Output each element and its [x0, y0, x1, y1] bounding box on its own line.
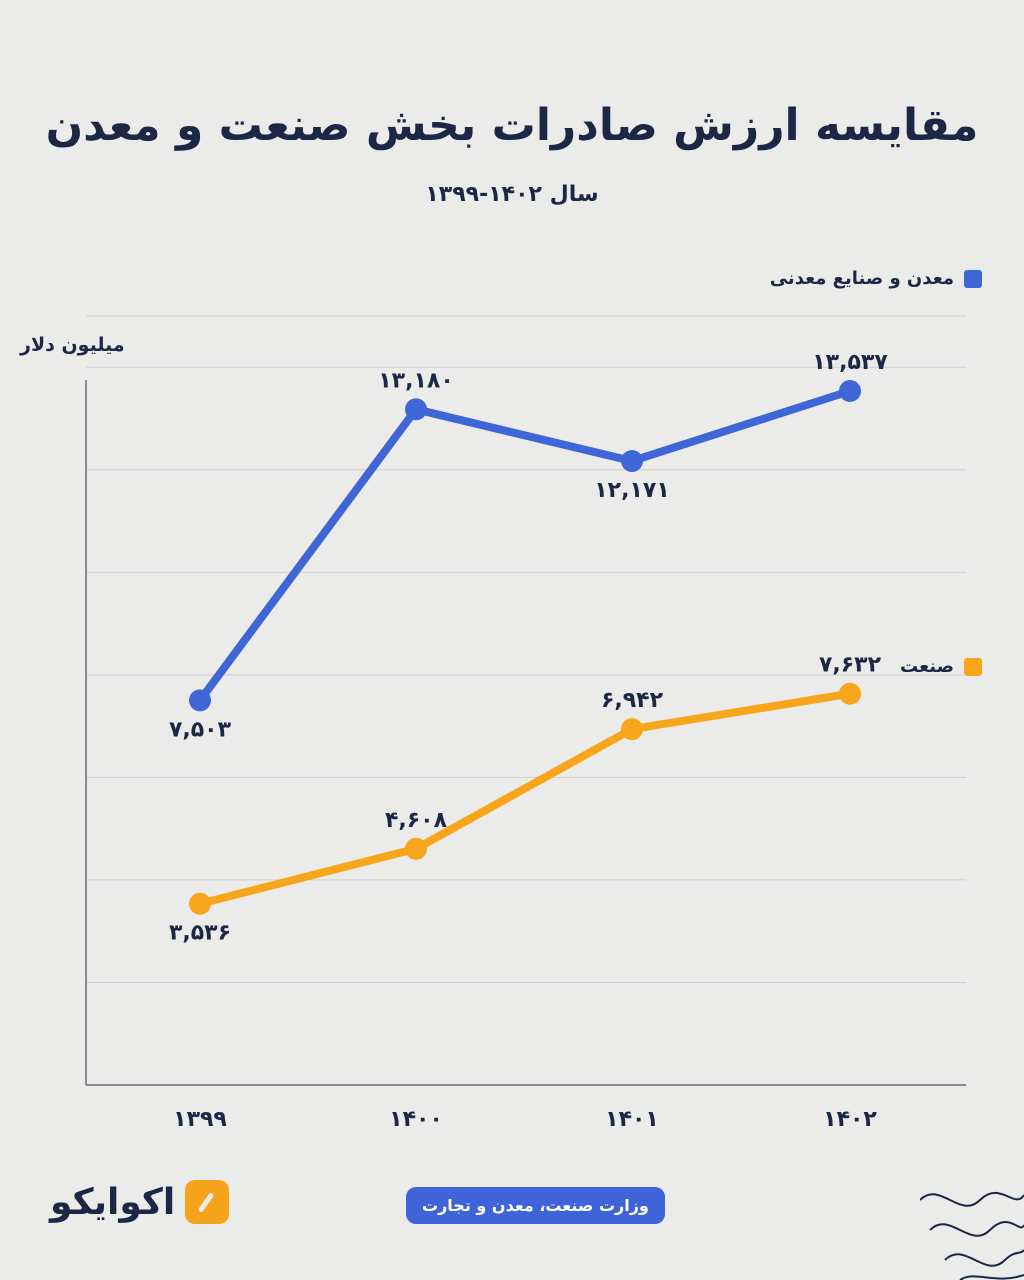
chart-subtitle: سال ۱۴۰۲-۱۳۹۹ [425, 182, 599, 207]
data-point [189, 689, 211, 712]
brand-logo: اکوایکو [50, 1180, 230, 1224]
legend-item-mining: معدن و صنایع معدنی [770, 268, 982, 289]
x-tick-label: ۱۴۰۰ [389, 1107, 443, 1132]
data-point [839, 380, 861, 403]
data-point [839, 682, 861, 705]
data-label: ۷,۶۳۲ [819, 653, 882, 678]
data-label: ۳,۵۳۶ [169, 921, 231, 946]
y-axis-label: میلیون دلار [20, 334, 125, 356]
chart-title: مقایسه ارزش صادرات بخش صنعت و معدن [45, 100, 979, 151]
data-point [405, 398, 427, 421]
x-tick-label: ۱۴۰۱ [605, 1107, 659, 1132]
data-label: ۷,۵۰۳ [169, 717, 232, 742]
legend-swatch-mining [964, 269, 982, 288]
legend-item-industry: صنعت [900, 656, 982, 677]
legend-swatch-industry [964, 657, 982, 676]
data-label: ۱۳,۵۳۷ [812, 350, 888, 375]
data-point [621, 718, 643, 741]
data-label: ۴,۶۰۸ [385, 808, 448, 833]
x-tick-label: ۱۴۰۲ [823, 1107, 877, 1132]
source-badge: وزارت صنعت، معدن و تجارت [406, 1187, 665, 1224]
data-label: ۶,۹۴۲ [601, 688, 664, 713]
logo-mark-icon [185, 1180, 230, 1224]
data-point [405, 837, 427, 860]
data-label: ۱۳,۱۸۰ [378, 368, 454, 393]
data-point [621, 450, 643, 473]
decorative-waves-icon [920, 1192, 1024, 1280]
legend-label-mining: معدن و صنایع معدنی [769, 268, 954, 289]
series-line [196, 387, 854, 705]
data-point [189, 892, 211, 915]
x-tick-label: ۱۳۹۹ [173, 1107, 227, 1132]
legend-label-industry: صنعت [900, 656, 954, 677]
data-label: ۱۲,۱۷۱ [594, 478, 670, 503]
logo-text: اکوایکو [50, 1181, 176, 1223]
series-line [196, 689, 854, 908]
